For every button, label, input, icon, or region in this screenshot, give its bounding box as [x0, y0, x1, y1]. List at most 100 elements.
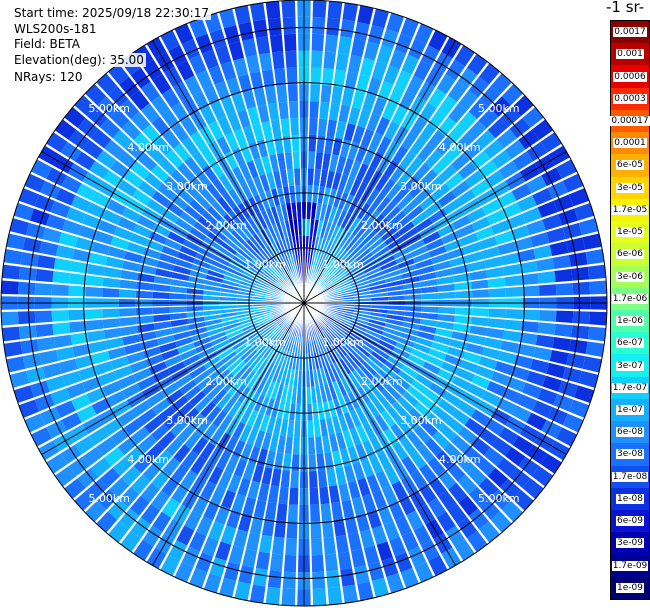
range-bin — [522, 478, 544, 499]
range-bin — [454, 315, 472, 325]
range-bin — [234, 5, 251, 25]
range-bin — [250, 333, 266, 347]
range-bin — [331, 320, 347, 332]
range-bin — [173, 444, 191, 463]
range-bin — [382, 101, 398, 121]
ray-gap — [106, 302, 305, 534]
range-bin — [349, 160, 362, 179]
range-bin — [572, 281, 591, 295]
range-bin — [366, 509, 382, 529]
ray-gap — [303, 302, 489, 544]
range-bin — [193, 337, 211, 348]
range-bin — [272, 242, 283, 259]
range-bin — [306, 386, 312, 404]
range-bin — [189, 326, 208, 337]
range-bin — [176, 525, 195, 546]
range-bin — [257, 483, 270, 502]
range-bin — [377, 505, 394, 525]
range-bin — [310, 504, 321, 522]
ray-gap — [303, 302, 571, 449]
range-bin — [389, 536, 407, 557]
range-bin — [337, 551, 353, 570]
range-bin — [46, 375, 66, 392]
range-bin — [203, 284, 222, 292]
range-bin — [357, 202, 371, 220]
range-bin — [338, 254, 353, 269]
range-bin — [464, 170, 484, 188]
range-bin — [278, 486, 289, 505]
range-bin — [315, 351, 323, 369]
range-bin — [269, 434, 279, 452]
range-bin — [91, 191, 112, 208]
range-bin — [562, 222, 582, 240]
range-bin — [349, 409, 362, 428]
range-bin — [420, 419, 438, 437]
range-bin — [323, 329, 335, 345]
range-bin — [400, 17, 419, 39]
range-bin — [420, 169, 438, 187]
range-bin — [119, 76, 140, 98]
range-bin — [220, 312, 238, 319]
range-bin — [181, 136, 199, 156]
range-bin — [322, 520, 334, 538]
range-bin — [145, 442, 165, 462]
range-bin — [317, 186, 326, 204]
range-bin — [331, 172, 342, 190]
range-bin — [487, 467, 509, 488]
range-bin — [328, 102, 341, 121]
range-bin — [224, 271, 242, 281]
range-bin — [375, 470, 391, 490]
range-bin — [176, 401, 194, 419]
ray-gap — [187, 302, 305, 584]
range-bin — [243, 324, 260, 335]
range-bin — [284, 152, 293, 170]
range-bin — [371, 8, 389, 29]
range-bin — [402, 175, 420, 193]
range-bin — [511, 183, 532, 201]
range-bin — [535, 257, 555, 272]
range-bin — [352, 125, 366, 145]
range-bin — [189, 531, 207, 552]
range-bin — [365, 380, 381, 397]
range-bin — [506, 213, 526, 230]
range-bin — [46, 419, 67, 439]
range-bin — [296, 386, 302, 404]
range-bin — [253, 499, 267, 519]
range-bin — [347, 196, 360, 215]
range-bin — [201, 210, 219, 227]
range-bin — [102, 381, 122, 397]
range-bin — [533, 346, 553, 361]
range-bin — [498, 160, 519, 180]
range-ring-label: 5.00km — [478, 492, 520, 505]
range-bin — [189, 227, 207, 242]
range-bin — [428, 348, 447, 361]
range-bin — [578, 370, 599, 388]
range-bin — [271, 263, 284, 278]
range-bin — [238, 314, 256, 322]
range-bin — [316, 281, 331, 293]
range-bin — [458, 89, 479, 111]
range-bin — [228, 188, 243, 206]
range-bin — [66, 382, 86, 399]
range-bin — [37, 254, 56, 270]
range-bin — [191, 332, 209, 342]
range-bin — [380, 335, 398, 347]
range-bin — [504, 139, 526, 160]
range-bin — [357, 341, 374, 354]
range-bin — [395, 516, 412, 536]
ray-gaps — [1, 0, 607, 606]
range-bin — [171, 463, 189, 483]
range-bin — [290, 470, 299, 489]
range-bin — [179, 245, 198, 258]
range-bin — [214, 368, 231, 384]
ray-gap — [303, 302, 554, 476]
range-bin — [419, 395, 438, 412]
ray-gap — [63, 302, 305, 488]
range-bin — [343, 123, 356, 142]
range-bin — [310, 352, 317, 370]
range-bin — [76, 405, 97, 423]
range-bin — [117, 216, 137, 232]
range-bin — [242, 369, 257, 387]
range-bin — [82, 376, 102, 393]
range-bin — [487, 118, 509, 139]
